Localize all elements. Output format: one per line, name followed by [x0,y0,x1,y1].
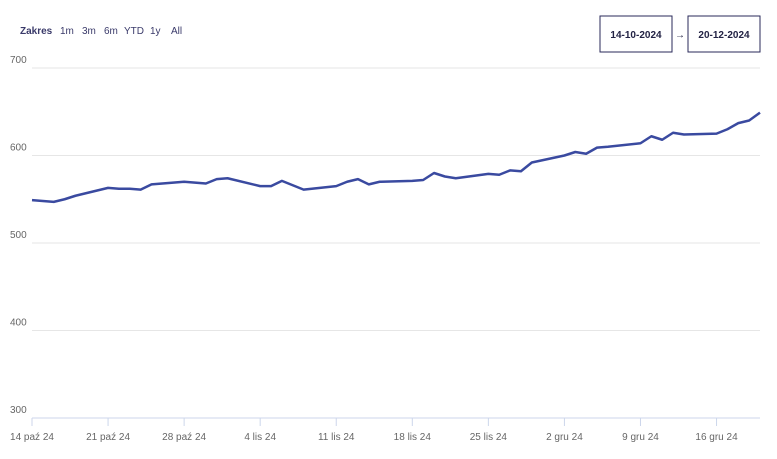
date-to-box[interactable] [687,15,761,53]
date-to[interactable]: 20-12-2024 [698,30,750,41]
x-tick-label: 21 paź 24 [86,432,130,443]
range-button[interactable]: 1m [60,26,74,37]
x-tick-label: 11 lis 24 [318,432,355,443]
y-tick-label: 700 [10,55,27,66]
x-tick-label: 16 gru 24 [695,432,738,443]
line [31,111,761,204]
y-tick-label: 400 [10,318,27,329]
x-tick-label: 25 lis 24 [470,432,508,443]
x-tick-label: 2 gru 24 [546,432,583,443]
y-tick-label: 300 [10,405,27,416]
y-tick-label: 600 [10,143,27,154]
x-tick-label: 4 lis 24 [244,432,276,443]
y-tick-label: 500 [10,230,27,241]
range-button[interactable]: 6m [104,26,118,37]
x-tick-label: 18 lis 24 [394,432,432,443]
range-button[interactable]: YTD [124,26,144,37]
x-tick-label: 14 paź 24 [10,432,54,443]
range-button[interactable]: All [171,26,182,37]
date-separator: → [675,30,685,41]
x-tick-label: 28 paź 24 [162,432,206,443]
range-button[interactable]: 1y [150,26,161,37]
x-tick-label: 9 gru 24 [622,432,659,443]
date-from[interactable]: 14-10-2024 [610,30,662,41]
date-from-box[interactable] [599,15,673,53]
range-button[interactable]: 3m [82,26,96,37]
range-label: Zakres [20,26,53,37]
